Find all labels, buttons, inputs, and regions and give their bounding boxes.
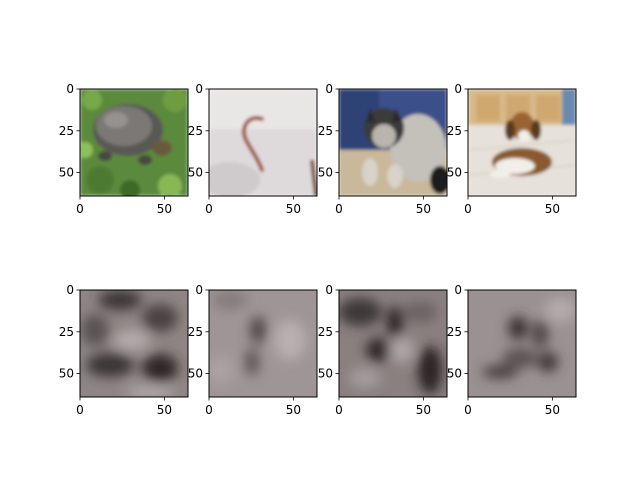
y-tick-label: 25 bbox=[59, 325, 74, 339]
panel-turtle bbox=[79, 88, 189, 197]
recon-beagle-image bbox=[468, 290, 576, 397]
axes-r1-c1: 0 50 0 25 50 bbox=[188, 283, 301, 417]
y-tick-label: 25 bbox=[318, 124, 333, 138]
x-tick-label: 0 bbox=[205, 403, 213, 417]
recon-husky-image bbox=[339, 290, 447, 397]
x-tick-label: 50 bbox=[416, 202, 431, 216]
y-tick-label: 50 bbox=[318, 367, 333, 381]
axes-r0-c3: 0 50 0 25 50 bbox=[447, 82, 560, 216]
panel-recon-turtle bbox=[79, 289, 189, 398]
x-tick-label: 50 bbox=[286, 403, 301, 417]
x-tick-label: 50 bbox=[545, 202, 560, 216]
y-tick-label: 0 bbox=[66, 82, 74, 96]
y-tick-label: 0 bbox=[454, 82, 462, 96]
beagle-image bbox=[468, 89, 576, 196]
y-tick-label: 0 bbox=[325, 82, 333, 96]
axes-r1-c2: 0 50 0 25 50 bbox=[318, 283, 431, 417]
y-tick-label: 0 bbox=[325, 283, 333, 297]
y-tick-label: 50 bbox=[188, 367, 203, 381]
panel-beagle bbox=[467, 88, 577, 197]
y-tick-label: 25 bbox=[318, 325, 333, 339]
x-tick-label: 0 bbox=[76, 202, 84, 216]
y-tick-label: 50 bbox=[59, 166, 74, 180]
y-tick-label: 50 bbox=[318, 166, 333, 180]
y-tick-label: 50 bbox=[188, 166, 203, 180]
axes-r1-c0: 0 50 0 25 50 bbox=[59, 283, 172, 417]
y-tick-label: 50 bbox=[447, 367, 462, 381]
panel-recon-earthworm bbox=[208, 289, 318, 398]
panel-recon-husky bbox=[338, 289, 448, 398]
x-tick-label: 0 bbox=[335, 403, 343, 417]
y-tick-label: 25 bbox=[188, 325, 203, 339]
x-tick-label: 50 bbox=[545, 403, 560, 417]
x-tick-label: 50 bbox=[416, 403, 431, 417]
x-tick-label: 50 bbox=[157, 202, 172, 216]
turtle-image bbox=[80, 89, 188, 196]
y-tick-label: 0 bbox=[195, 283, 203, 297]
recon-earthworm-image bbox=[209, 290, 317, 397]
earthworm-image bbox=[209, 89, 317, 196]
x-tick-label: 0 bbox=[464, 403, 472, 417]
x-tick-label: 0 bbox=[464, 202, 472, 216]
panel-earthworm bbox=[208, 88, 318, 197]
axes-r0-c0: 0 50 0 25 50 bbox=[59, 82, 172, 216]
x-tick-label: 50 bbox=[157, 403, 172, 417]
axes-r0-c1: 0 50 0 25 50 bbox=[188, 82, 301, 216]
recon-turtle-image bbox=[80, 290, 188, 397]
y-tick-label: 0 bbox=[66, 283, 74, 297]
y-tick-label: 0 bbox=[195, 82, 203, 96]
x-tick-label: 50 bbox=[286, 202, 301, 216]
axes-r0-c2: 0 50 0 25 50 bbox=[318, 82, 431, 216]
panel-recon-beagle bbox=[467, 289, 577, 398]
y-tick-label: 25 bbox=[59, 124, 74, 138]
y-tick-label: 0 bbox=[454, 283, 462, 297]
y-tick-label: 25 bbox=[188, 124, 203, 138]
y-tick-label: 25 bbox=[447, 325, 462, 339]
x-tick-label: 0 bbox=[205, 202, 213, 216]
y-tick-label: 50 bbox=[59, 367, 74, 381]
axes-r1-c3: 0 50 0 25 50 bbox=[447, 283, 560, 417]
x-tick-label: 0 bbox=[76, 403, 84, 417]
y-tick-label: 50 bbox=[447, 166, 462, 180]
husky-image bbox=[339, 89, 447, 196]
panel-husky bbox=[338, 88, 448, 197]
x-tick-label: 0 bbox=[335, 202, 343, 216]
axes-layer: 0 50 0 25 50 0 50 0 25 50 0 50 0 25 50 0 50 0 25 50 0 50 0 25 50… bbox=[59, 82, 560, 417]
y-tick-label: 25 bbox=[447, 124, 462, 138]
